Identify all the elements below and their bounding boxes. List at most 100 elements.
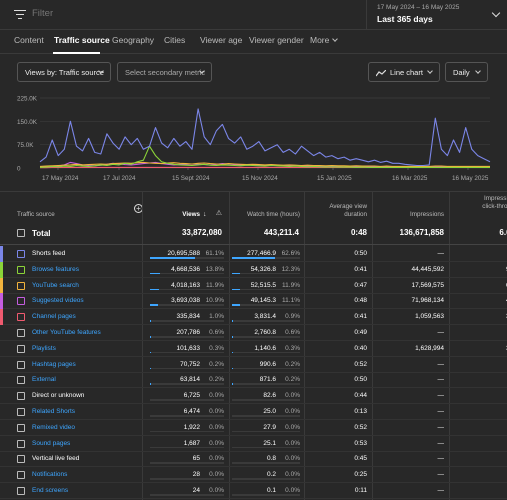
tab-viewer-gender[interactable]: Viewer gender bbox=[249, 35, 304, 45]
total-checkbox[interactable] bbox=[17, 229, 25, 237]
table-row[interactable]: Shorts feed 20,695,588 61.1% 277,466.9 62.6%… bbox=[0, 246, 507, 262]
traffic-source-name[interactable]: External bbox=[32, 376, 56, 384]
row-checkbox[interactable] bbox=[17, 313, 25, 322]
filter-input[interactable] bbox=[32, 8, 332, 19]
tab-traffic-source[interactable]: Traffic source bbox=[54, 35, 110, 45]
chart-type-dropdown[interactable]: Line chart bbox=[368, 62, 440, 82]
secondary-metric-dropdown[interactable]: Select secondary metric bbox=[117, 62, 212, 82]
watch-share-bar bbox=[232, 304, 300, 306]
row-checkbox[interactable] bbox=[17, 250, 25, 258]
traffic-source-name[interactable]: End screens bbox=[32, 487, 69, 494]
row-checkbox[interactable] bbox=[17, 439, 25, 448]
row-checkbox[interactable] bbox=[17, 329, 25, 337]
col-impressions[interactable]: Impressions bbox=[410, 211, 444, 218]
tab-content[interactable]: Content bbox=[14, 35, 44, 45]
watch-time-percent: 0.2% bbox=[285, 376, 300, 384]
watch-time-percent: 0.2% bbox=[285, 360, 300, 368]
watch-time-percent: 0.6% bbox=[285, 329, 300, 336]
top-bar: 17 May 2024 – 16 May 2025 Last 365 days bbox=[0, 0, 507, 30]
watch-time-percent: 0.0% bbox=[285, 392, 300, 400]
tab-geography[interactable]: Geography bbox=[112, 35, 155, 45]
row-checkbox[interactable] bbox=[17, 423, 25, 432]
watch-time-value: 3,831.4 bbox=[254, 313, 276, 321]
series-line-youtube-search[interactable] bbox=[39, 161, 490, 167]
impressions-value: — bbox=[437, 408, 445, 415]
row-checkbox[interactable] bbox=[17, 392, 25, 401]
table-row[interactable]: Channel pages 335,834 1.0% 3,831.4 0.9% 0:41 1… bbox=[0, 309, 507, 326]
avg-duration-value: 0:48 bbox=[354, 297, 367, 305]
table-row[interactable]: Related Shorts 6,474 0.0% 25.0 0.0% 0:13 — bbox=[0, 404, 507, 420]
table-row[interactable]: Other YouTube features 207,786 0.6% 2,760.8… bbox=[0, 325, 507, 341]
watch-time-percent: 0.0% bbox=[285, 408, 300, 415]
col-ctr[interactable]: Impressions click-through rate bbox=[482, 195, 507, 210]
interval-dropdown[interactable]: Daily bbox=[445, 62, 488, 82]
row-checkbox[interactable] bbox=[17, 408, 25, 416]
views-value: 70,752 bbox=[180, 360, 200, 368]
table-row[interactable]: Direct or unknown 6,725 0.0% 82.6 0.0% 0:44 — bbox=[0, 388, 507, 405]
row-checkbox[interactable] bbox=[17, 360, 25, 369]
views-share-bar bbox=[150, 320, 224, 322]
line-chart: 225.0K 150.0K 75.0K 0 17 May 2024 17 Jul 2024… bbox=[17, 96, 491, 182]
col-views[interactable]: Views bbox=[182, 211, 200, 218]
views-percent: 11.9% bbox=[206, 281, 224, 289]
tab-viewer-age[interactable]: Viewer age bbox=[200, 35, 243, 45]
filter-icon[interactable] bbox=[14, 10, 26, 19]
traffic-source-name[interactable]: YouTube search bbox=[32, 281, 79, 289]
table-row[interactable]: Hashtag pages 70,752 0.2% 990.6 0.2% 0:52 — bbox=[0, 357, 507, 373]
row-checkbox[interactable] bbox=[17, 487, 25, 495]
views-share-bar bbox=[150, 367, 224, 370]
views-percent: 0.0% bbox=[209, 423, 224, 431]
row-checkbox[interactable] bbox=[17, 344, 25, 353]
chevron-down-icon bbox=[332, 36, 339, 42]
traffic-source-name[interactable]: Channel pages bbox=[32, 313, 76, 321]
table-row[interactable]: End screens 24 0.0% 0.1 0.0% 0:11 — bbox=[0, 483, 507, 499]
traffic-source-name[interactable]: Sound pages bbox=[32, 439, 71, 447]
views-percent: 0.2% bbox=[209, 360, 224, 368]
traffic-source-name[interactable]: Other YouTube features bbox=[32, 329, 101, 336]
row-checkbox[interactable] bbox=[17, 471, 25, 480]
avg-duration-value: 0:44 bbox=[354, 392, 367, 400]
views-share-bar bbox=[150, 383, 224, 385]
impressions-value: 17,569,575 bbox=[411, 281, 444, 289]
traffic-source-name[interactable]: Remixed video bbox=[32, 423, 75, 431]
interval-label: Daily bbox=[453, 68, 470, 77]
row-checkbox[interactable] bbox=[17, 297, 25, 306]
tab-cities[interactable]: Cities bbox=[164, 35, 186, 45]
views-value: 24 bbox=[192, 487, 200, 494]
row-checkbox[interactable] bbox=[17, 376, 25, 385]
impressions-value: — bbox=[437, 471, 445, 479]
traffic-source-name[interactable]: Notifications bbox=[32, 471, 68, 479]
table-row[interactable]: Browse features 4,668,536 13.8% 54,326.8 12.… bbox=[0, 261, 507, 278]
traffic-source-name[interactable]: Related Shorts bbox=[32, 408, 75, 415]
traffic-source-name[interactable]: Suggested videos bbox=[32, 297, 84, 305]
table-row[interactable]: Playlists 101,633 0.3% 1,140.6 0.3% 0:40 1,628… bbox=[0, 341, 507, 357]
table-row[interactable]: Remixed video 1,922 0.0% 27.9 0.0% 0:52 — bbox=[0, 420, 507, 436]
row-checkbox[interactable] bbox=[17, 281, 25, 290]
table-row[interactable]: YouTube search 4,018,163 11.9% 52,515.5 11.9… bbox=[0, 277, 507, 294]
series-line-browse-features[interactable] bbox=[39, 145, 490, 168]
avg-duration-value: 0:52 bbox=[354, 360, 367, 368]
views-by-dropdown[interactable]: Views by: Traffic source bbox=[17, 62, 111, 82]
table-row[interactable]: Vertical live feed 65 0.0% 0.8 0.0% 0:45 — bbox=[0, 451, 507, 468]
traffic-source-name[interactable]: Playlists bbox=[32, 344, 56, 352]
table-row[interactable]: External 63,814 0.2% 871.6 0.2% 0:50 — bbox=[0, 372, 507, 389]
views-value: 6,474 bbox=[183, 408, 200, 415]
traffic-source-name[interactable]: Browse features bbox=[32, 265, 79, 273]
table-row[interactable]: Notifications 28 0.0% 0.2 0.0% 0:25 — bbox=[0, 467, 507, 484]
date-range-picker[interactable]: 17 May 2024 – 16 May 2025 Last 365 days bbox=[366, 0, 507, 30]
avg-duration-value: 0:50 bbox=[354, 376, 367, 384]
y-tick-label: 150.0K bbox=[17, 119, 38, 126]
traffic-chart[interactable]: 225.0K 150.0K 75.0K 0 17 May 2024 17 Jul 2024… bbox=[0, 90, 507, 186]
traffic-source-name[interactable]: Hashtag pages bbox=[32, 360, 76, 368]
tab-more[interactable]: More bbox=[310, 35, 339, 45]
col-average-view-duration[interactable]: Average view duration bbox=[329, 203, 367, 218]
col-traffic-source[interactable]: Traffic source bbox=[17, 211, 55, 218]
table-row[interactable]: Sound pages 1,687 0.0% 25.1 0.0% 0:53 — bbox=[0, 436, 507, 452]
series-line-shorts-feed[interactable] bbox=[39, 108, 491, 167]
sort-arrow-down-icon[interactable]: ↓ bbox=[203, 211, 207, 218]
table-row[interactable]: Suggested videos 3,693,038 10.9% 49,145.3 11… bbox=[0, 293, 507, 310]
date-range-dates: 17 May 2024 – 16 May 2025 bbox=[377, 4, 460, 11]
row-checkbox[interactable] bbox=[17, 455, 25, 464]
col-watch-time[interactable]: Watch time (hours) bbox=[247, 211, 300, 218]
row-checkbox[interactable] bbox=[17, 265, 25, 274]
